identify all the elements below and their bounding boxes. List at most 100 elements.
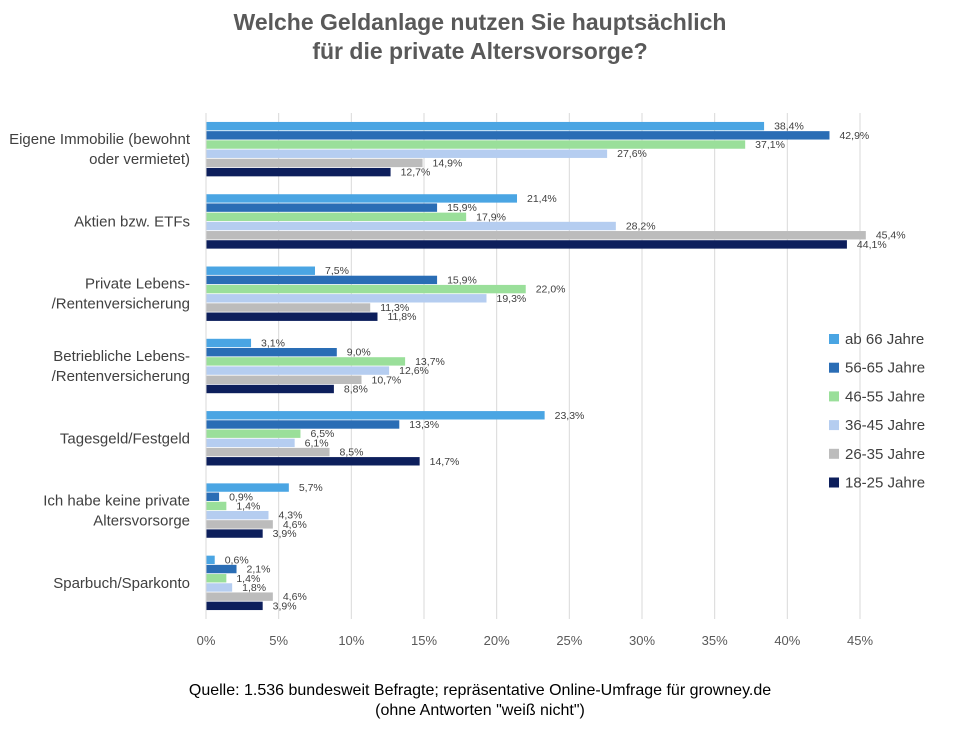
bar-ab-66-jahre-2 xyxy=(206,266,315,275)
bar-46-55-jahre-2 xyxy=(206,284,526,294)
bar-26-35-jahre-5 xyxy=(206,520,273,529)
chart-title-line-1: Welche Geldanlage nutzen Sie hauptsächli… xyxy=(233,9,727,35)
bar-36-45-jahre-1 xyxy=(206,221,616,231)
bar-36-45-jahre-0 xyxy=(206,149,608,158)
legend-swatch xyxy=(829,362,839,373)
data-label: 0,6% xyxy=(225,554,249,566)
bar-46-55-jahre-6 xyxy=(206,574,227,583)
legend-label: 46-55 Jahre xyxy=(845,388,925,405)
legend-swatch xyxy=(829,420,839,431)
category-label: /Rentenversicherung xyxy=(52,368,190,385)
category-label: Altersvorsorge xyxy=(93,513,190,530)
data-label: 0,9% xyxy=(229,491,253,503)
category-label: Eigene Immobilie (bewohnt xyxy=(9,131,191,148)
data-label: 13,7% xyxy=(415,356,445,368)
category-label: Aktien bzw. ETFs xyxy=(74,213,190,230)
bar-56-65-jahre-4 xyxy=(206,420,400,429)
data-label: 1,8% xyxy=(242,582,266,594)
data-label: 21,4% xyxy=(527,193,557,205)
x-tick-label: 15% xyxy=(411,633,437,648)
category-label: Private Lebens- xyxy=(85,276,190,293)
legend-swatch xyxy=(829,448,839,459)
data-label: 23,3% xyxy=(555,410,585,422)
bar-26-35-jahre-2 xyxy=(206,303,371,312)
bar-26-35-jahre-3 xyxy=(206,375,362,384)
bar-56-65-jahre-6 xyxy=(206,564,237,574)
bar-18-25-jahre-0 xyxy=(206,167,391,177)
bar-26-35-jahre-0 xyxy=(206,158,423,168)
data-label: 4,6% xyxy=(283,519,307,531)
data-label: 9,0% xyxy=(347,347,371,359)
data-label: 5,7% xyxy=(299,482,323,494)
bar-56-65-jahre-1 xyxy=(206,203,438,212)
data-label: 10,7% xyxy=(372,374,402,386)
category-label: Sparbuch/Sparkonto xyxy=(53,575,190,592)
legend-label: 26-35 Jahre xyxy=(845,446,925,463)
data-label: 6,5% xyxy=(310,428,334,440)
data-label: 19,3% xyxy=(496,293,526,305)
bar-ab-66-jahre-1 xyxy=(206,194,518,203)
data-label: 15,9% xyxy=(447,274,477,286)
data-label: 14,9% xyxy=(433,157,463,169)
data-label: 45,4% xyxy=(876,230,906,242)
data-label: 11,3% xyxy=(380,302,409,314)
bar-36-45-jahre-3 xyxy=(206,366,390,375)
bar-56-65-jahre-5 xyxy=(206,492,220,501)
legend-label: 18-25 Jahre xyxy=(845,475,925,492)
x-tick-label: 35% xyxy=(702,633,728,648)
data-label: 4,3% xyxy=(278,510,302,522)
data-label: 37,1% xyxy=(755,139,785,151)
bar-18-25-jahre-5 xyxy=(206,529,263,538)
bar-26-35-jahre-6 xyxy=(206,592,273,601)
data-label: 27,6% xyxy=(617,148,647,160)
bar-56-65-jahre-2 xyxy=(206,275,438,285)
data-label: 3,9% xyxy=(273,600,297,612)
data-label: 44,1% xyxy=(857,239,887,251)
bar-46-55-jahre-4 xyxy=(206,429,301,438)
data-label: 12,6% xyxy=(399,365,429,377)
source-line-1: Quelle: 1.536 bundesweit Befragte; reprä… xyxy=(188,682,772,699)
bar-ab-66-jahre-6 xyxy=(206,555,215,565)
legend-label: ab 66 Jahre xyxy=(845,331,924,348)
data-label: 2,1% xyxy=(247,564,271,576)
data-label: 15,9% xyxy=(447,202,477,214)
bar-46-55-jahre-3 xyxy=(206,357,406,366)
data-label: 17,9% xyxy=(476,211,506,223)
x-tick-label: 25% xyxy=(556,633,582,648)
legend-swatch xyxy=(829,391,839,402)
data-label: 6,1% xyxy=(305,437,329,449)
category-label: oder vermietet) xyxy=(89,151,190,168)
data-label: 3,9% xyxy=(273,528,297,540)
legend-swatch xyxy=(829,477,839,488)
data-label: 42,9% xyxy=(839,130,869,142)
data-label: 3,1% xyxy=(261,338,285,350)
bar-36-45-jahre-2 xyxy=(206,294,487,303)
legend-label: 36-45 Jahre xyxy=(845,417,925,434)
category-label: Betriebliche Lebens- xyxy=(53,348,190,365)
data-label: 12,7% xyxy=(401,167,431,179)
x-tick-label: 0% xyxy=(197,633,216,648)
bar-18-25-jahre-2 xyxy=(206,312,378,321)
bar-18-25-jahre-1 xyxy=(206,240,847,249)
data-label: 7,5% xyxy=(325,265,349,277)
data-label: 8,5% xyxy=(340,447,364,459)
category-label: Ich habe keine private xyxy=(43,493,190,510)
bar-26-35-jahre-4 xyxy=(206,447,330,457)
bar-18-25-jahre-3 xyxy=(206,384,334,394)
bar-46-55-jahre-5 xyxy=(206,501,227,511)
chart-title: Welche Geldanlage nutzen Sie hauptsächli… xyxy=(0,8,960,66)
chart-title-line-2: für die private Altersvorsorge? xyxy=(312,38,648,64)
bar-ab-66-jahre-5 xyxy=(206,483,289,492)
source-line-2: (ohne Antworten "weiß nicht") xyxy=(375,702,585,719)
bar-18-25-jahre-6 xyxy=(206,601,263,611)
x-tick-label: 5% xyxy=(269,633,288,648)
data-label: 4,6% xyxy=(283,591,307,603)
source-note: Quelle: 1.536 bundesweit Befragte; reprä… xyxy=(0,681,960,721)
bar-56-65-jahre-0 xyxy=(206,131,830,140)
category-label: /Rentenversicherung xyxy=(52,296,190,313)
data-label: 28,2% xyxy=(626,221,656,233)
x-tick-label: 45% xyxy=(847,633,873,648)
data-label: 11,8% xyxy=(387,311,416,323)
data-label: 1,4% xyxy=(236,500,260,512)
